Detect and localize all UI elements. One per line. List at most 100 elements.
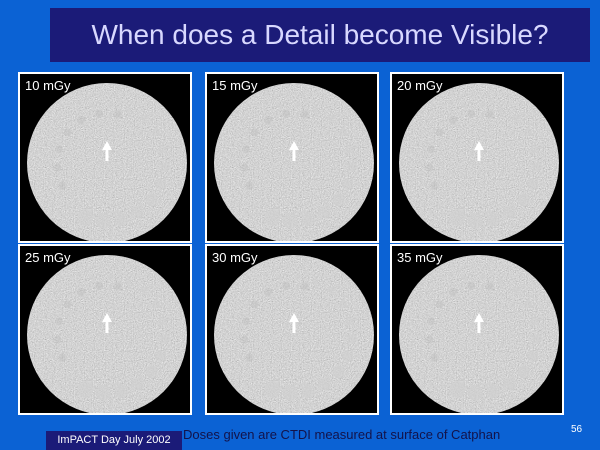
arrow	[289, 313, 299, 333]
detail	[503, 205, 517, 219]
detail	[250, 300, 259, 309]
detail	[145, 193, 158, 206]
detail	[108, 102, 114, 108]
detail	[131, 205, 145, 219]
detail	[485, 282, 494, 291]
detail	[486, 212, 501, 227]
detail	[158, 144, 168, 154]
detail	[54, 145, 63, 154]
detail	[264, 287, 273, 296]
detail	[282, 385, 298, 401]
detail	[77, 380, 94, 397]
detail	[261, 284, 265, 288]
detail	[426, 145, 435, 154]
panel-label: 35 mGy	[397, 250, 443, 265]
footer: ImPACT Day July 2002	[57, 434, 171, 446]
detail	[435, 300, 444, 309]
detail	[342, 350, 354, 362]
detail	[462, 276, 467, 281]
detail	[125, 106, 132, 113]
detail	[95, 213, 111, 229]
ct-image	[214, 83, 374, 241]
detail	[155, 178, 167, 190]
footer-box: ImPACT Day July 2002	[46, 431, 182, 450]
detail	[446, 112, 450, 116]
detail	[95, 109, 104, 118]
detail	[74, 112, 78, 116]
detail	[77, 115, 86, 124]
detail	[158, 316, 168, 326]
detail	[63, 300, 72, 309]
detail	[95, 281, 104, 290]
detail	[58, 181, 67, 190]
arrow	[289, 141, 299, 161]
panel-label: 30 mGy	[212, 250, 258, 265]
detail	[467, 281, 476, 290]
detail	[264, 380, 281, 397]
detail	[531, 161, 542, 172]
detail	[346, 333, 357, 344]
detail	[108, 274, 114, 280]
ct-panel: 35 mGy	[390, 244, 564, 415]
detail	[430, 353, 439, 362]
detail	[523, 299, 532, 308]
detail	[312, 106, 319, 113]
detail	[435, 128, 444, 137]
detail	[159, 161, 170, 172]
detail	[300, 110, 309, 119]
detail	[449, 115, 458, 124]
detail	[245, 181, 254, 190]
detail	[342, 178, 354, 190]
ct-panel: 10 mGy	[18, 72, 192, 243]
arrow	[474, 141, 484, 161]
detail	[241, 317, 250, 326]
detail	[318, 377, 332, 391]
detail	[527, 178, 539, 190]
detail	[264, 115, 273, 124]
detail	[338, 127, 347, 136]
detail	[90, 104, 95, 109]
detail	[332, 193, 345, 206]
detail	[346, 161, 357, 172]
panel-label: 15 mGy	[212, 78, 258, 93]
detail	[77, 287, 86, 296]
detail	[90, 276, 95, 281]
detail	[113, 110, 122, 119]
detail	[332, 365, 345, 378]
ct-image	[27, 255, 187, 413]
detail	[155, 350, 167, 362]
detail	[74, 284, 78, 288]
page-number: 56	[571, 424, 583, 435]
detail	[58, 353, 67, 362]
detail	[54, 317, 63, 326]
detail	[497, 278, 504, 285]
detail	[426, 317, 435, 326]
detail	[318, 205, 332, 219]
detail	[63, 128, 72, 137]
ct-panel: 15 mGy	[205, 72, 379, 243]
detail	[449, 287, 458, 296]
detail	[327, 114, 335, 122]
detail	[282, 109, 291, 118]
detail	[145, 365, 158, 378]
detail	[530, 316, 540, 326]
ct-image	[214, 255, 374, 413]
detail	[151, 127, 160, 136]
detail	[425, 335, 434, 344]
detail	[527, 350, 539, 362]
arrow	[102, 313, 112, 333]
detail	[301, 384, 316, 399]
detail	[300, 282, 309, 291]
detail	[140, 286, 148, 294]
detail	[497, 106, 504, 113]
detail	[467, 109, 476, 118]
panel-label: 25 mGy	[25, 250, 71, 265]
panel-label: 10 mGy	[25, 78, 71, 93]
detail	[277, 104, 282, 109]
ct-panel: 20 mGy	[390, 72, 564, 243]
detail	[250, 128, 259, 137]
detail	[512, 286, 520, 294]
arrow	[102, 141, 112, 161]
detail	[77, 208, 94, 225]
